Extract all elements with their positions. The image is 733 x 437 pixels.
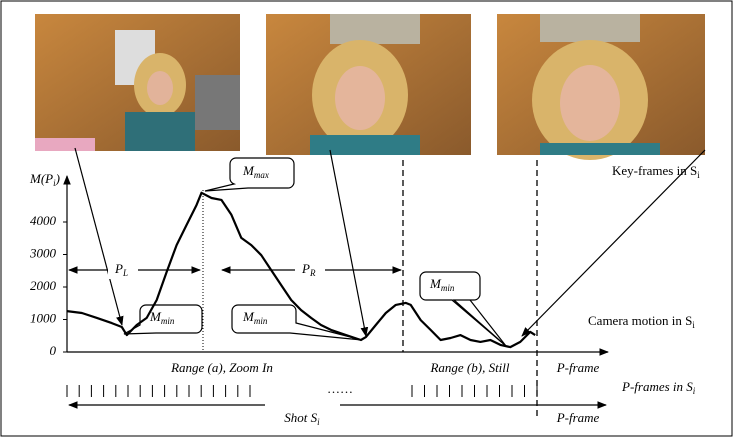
- y-tick-label: 2000: [30, 278, 57, 293]
- y-tick-label: 4000: [30, 213, 57, 228]
- annotation: P-frames in Si: [621, 379, 696, 396]
- y-tick-label: 3000: [29, 245, 57, 260]
- annotation: Camera motion in Si: [588, 313, 695, 330]
- annotation: Key-frames in Si: [612, 163, 700, 180]
- key-frame-photo: [35, 14, 240, 151]
- annotation: Shot Si: [284, 410, 320, 427]
- key-frame-photo: [497, 14, 705, 160]
- annotation: Range (b), Still: [429, 360, 509, 375]
- x-axis-label: P-frame: [556, 360, 600, 375]
- key-frame-photo: [266, 14, 471, 155]
- y-tick-label: 0: [50, 343, 57, 358]
- annotation: Range (a), Zoom In: [170, 360, 273, 375]
- annotation: ……: [327, 381, 353, 396]
- y-axis-label: M(Pi): [29, 171, 60, 188]
- y-tick-label: 1000: [30, 310, 57, 325]
- x-axis-label: P-frame: [556, 410, 600, 425]
- figure: M(Pi) Mmax Mmin Mmin Mmin PL PR Range (a…: [0, 0, 733, 437]
